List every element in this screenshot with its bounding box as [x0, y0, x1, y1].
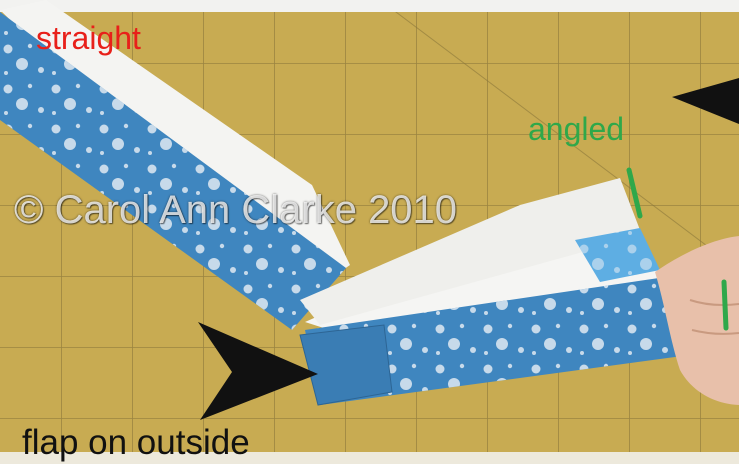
flap-label: flap on outside — [22, 423, 250, 462]
straight-label: straight — [36, 20, 141, 56]
outside-flap — [299, 324, 393, 406]
angled-arm-dots — [305, 272, 712, 405]
mat-diagonal-line — [379, 0, 739, 271]
angled-mark — [626, 167, 643, 219]
hand — [655, 236, 739, 405]
copyright-watermark: © Carol Ann Clarke 2010 — [14, 188, 458, 232]
straight-arm-dots — [0, 12, 346, 330]
edge-mark — [721, 279, 729, 331]
bottom-edge — [0, 452, 739, 464]
angled-arm-inner-wall — [300, 178, 640, 325]
angled-label: angled — [528, 111, 625, 147]
right-arrow — [672, 78, 739, 124]
flap-arrow — [198, 322, 318, 420]
top-edge — [0, 0, 739, 12]
